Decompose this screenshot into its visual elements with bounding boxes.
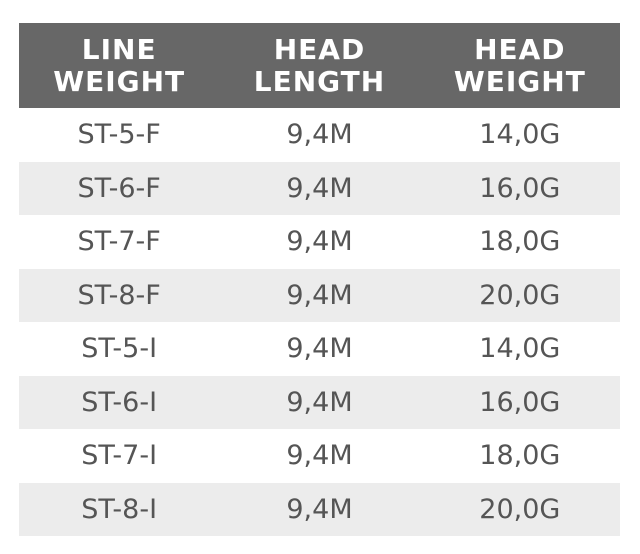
head-weight-cell: 16,0G	[419, 375, 620, 429]
table-row: ST-6-I 9,4M 16,0G	[19, 375, 620, 429]
header-line: WEIGHT	[453, 64, 586, 98]
table-row: ST-8-F 9,4M 20,0G	[19, 268, 620, 322]
head-length-cell: 9,4M	[286, 226, 353, 258]
line-weight-cell: ST-5-F	[77, 119, 161, 151]
table-row: ST-5-I 9,4M 14,0G	[19, 322, 620, 376]
head-length-cell: 9,4M	[286, 119, 353, 151]
line-weight-cell: ST-6-I	[19, 375, 220, 429]
line-weight-cell: ST-7-I	[81, 440, 158, 472]
head-weight-cell: 20,0G	[419, 482, 620, 536]
table-row: ST-7-I 9,4M 18,0G	[19, 429, 620, 483]
head-weight-cell: 14,0G	[479, 333, 561, 365]
head-weight-header: HEAD WEIGHT	[419, 23, 620, 108]
line-weight-cell: ST-8-I	[19, 482, 220, 536]
header-line: LINE	[81, 32, 157, 66]
head-weight-cell: 18,0G	[479, 440, 561, 472]
line-weight-header: LINE WEIGHT	[19, 23, 220, 108]
head-length-header: HEAD LENGTH	[219, 23, 420, 108]
line-spec-table: LINE WEIGHT HEAD LENGTH HEAD WEIGHT ST-5-F 9,4…	[19, 23, 620, 536]
table-row: ST-6-F 9,4M 16,0G	[19, 161, 620, 215]
head-length-cell: 9,4M	[219, 161, 420, 215]
head-weight-cell: 20,0G	[419, 268, 620, 322]
head-weight-cell: 16,0G	[419, 161, 620, 215]
head-length-cell: 9,4M	[219, 482, 420, 536]
header-line: WEIGHT	[53, 64, 186, 98]
table-header-row: LINE WEIGHT HEAD LENGTH HEAD WEIGHT	[19, 23, 620, 108]
table-row: ST-8-I 9,4M 20,0G	[19, 482, 620, 536]
header-line: HEAD	[474, 32, 566, 66]
table-row: ST-5-F 9,4M 14,0G	[19, 108, 620, 162]
line-weight-cell: ST-6-F	[19, 161, 220, 215]
head-length-cell: 9,4M	[286, 333, 353, 365]
line-weight-cell: ST-5-I	[81, 333, 158, 365]
table-row: ST-7-F 9,4M 18,0G	[19, 215, 620, 269]
head-length-cell: 9,4M	[219, 268, 420, 322]
header-line: LENGTH	[253, 64, 386, 98]
head-weight-cell: 14,0G	[479, 119, 561, 151]
header-line: HEAD	[273, 32, 366, 66]
head-length-cell: 9,4M	[219, 375, 420, 429]
line-weight-cell: ST-8-F	[19, 268, 220, 322]
line-weight-cell: ST-7-F	[77, 226, 161, 258]
head-length-cell: 9,4M	[286, 440, 353, 472]
head-weight-cell: 18,0G	[479, 226, 561, 258]
